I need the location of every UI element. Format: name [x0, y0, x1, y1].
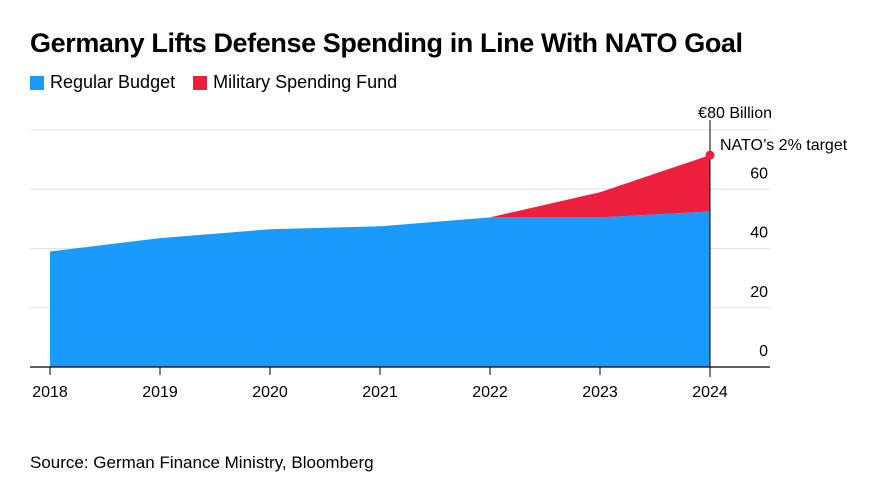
legend-label-regular-budget: Regular Budget [50, 72, 176, 92]
y-tick-label-60: 60 [750, 165, 768, 182]
y-tick-label-40: 40 [750, 225, 768, 242]
annotation: NATO’s 2% target [705, 137, 848, 160]
legend-swatch-military-spending-fund [193, 75, 208, 90]
y-tick-label-0: 0 [759, 343, 768, 360]
x-tick-label-2020: 2020 [252, 384, 288, 401]
legend-item-military-spending-fund: Military Spending Fund [193, 72, 397, 93]
legend-swatch-regular-budget [30, 75, 44, 90]
source-note: Source: German Finance Ministry, Bloombe… [30, 453, 374, 472]
axis-labels: 2018 2019 2020 2021 2022 2023 2024 0 20 40 60 €80 B… [32, 105, 772, 401]
area-military-spending-fund [490, 155, 710, 218]
x-tick-label-2022: 2022 [472, 384, 508, 401]
x-tick-label-2021: 2021 [362, 384, 398, 401]
legend-item-regular-budget: Regular Budget [30, 72, 175, 93]
axes [30, 120, 770, 377]
series-areas [50, 155, 710, 367]
area-regular-budget [50, 211, 710, 367]
x-tick-label-2024: 2024 [692, 384, 728, 401]
y-unit-label: €80 Billion [698, 105, 772, 122]
annotation-dot [705, 150, 715, 160]
x-tick-label-2018: 2018 [32, 384, 68, 401]
legend: Regular Budget Military Spending Fund [30, 72, 415, 93]
annotation-label: NATO’s 2% target [720, 137, 848, 154]
y-tick-label-20: 20 [750, 284, 768, 301]
x-tick-label-2023: 2023 [582, 384, 618, 401]
legend-label-military-spending-fund: Military Spending Fund [213, 72, 398, 92]
chart-title: Germany Lifts Defense Spending in Line W… [30, 28, 743, 58]
x-tick-label-2019: 2019 [142, 384, 178, 401]
